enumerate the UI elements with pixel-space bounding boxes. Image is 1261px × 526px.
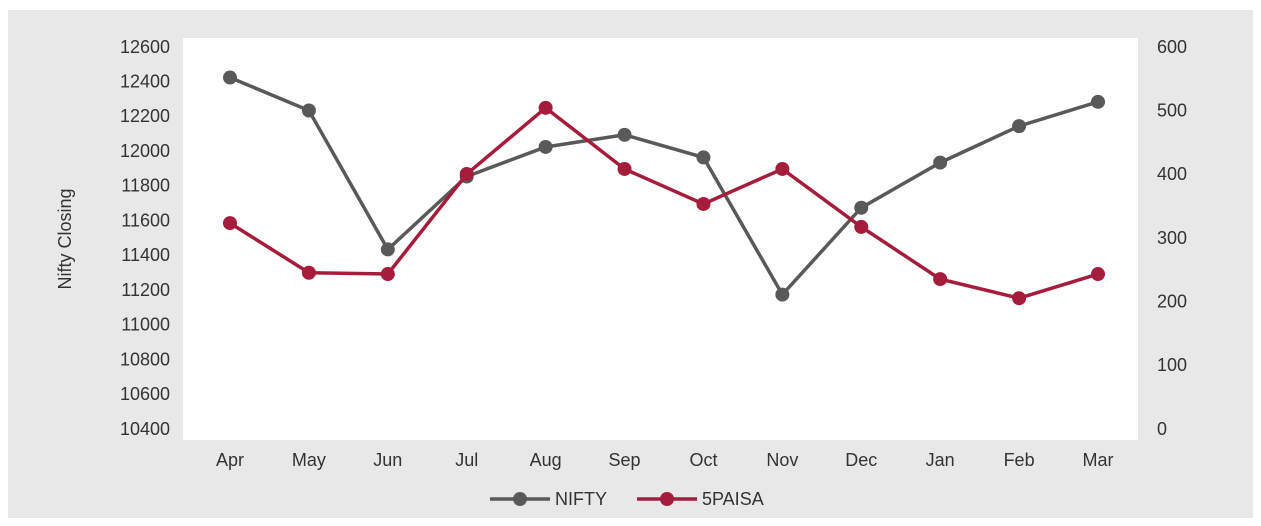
plot-area (183, 38, 1138, 440)
data-point (301, 265, 316, 280)
x-tick-label: Jul (455, 450, 478, 470)
data-point (1012, 291, 1027, 306)
y-tick-label: 12200 (120, 106, 170, 126)
x-tick-label: Feb (1004, 450, 1035, 470)
y2-tick-label: 200 (1157, 291, 1187, 311)
data-point (696, 150, 711, 165)
y-tick-label: 11000 (121, 315, 170, 335)
data-point (854, 200, 869, 215)
x-tick-label: May (292, 450, 326, 470)
x-tick-label: Jun (373, 450, 402, 470)
y2-tick-label: 300 (1157, 228, 1187, 248)
y-axis-label: Nifty Closing (55, 188, 75, 289)
legend-marker (513, 492, 527, 506)
x-tick-label: Sep (609, 450, 641, 470)
y2-tick-label: 500 (1157, 100, 1187, 120)
data-point (933, 272, 948, 287)
y2-tick-label: 0 (1157, 419, 1167, 439)
y-tick-label: 12600 (120, 37, 170, 57)
x-tick-label: Oct (689, 450, 717, 470)
data-point (1091, 267, 1105, 282)
data-point (617, 127, 632, 142)
y-tick-label: 11400 (121, 245, 170, 265)
data-point (617, 161, 632, 176)
x-tick-label: Nov (766, 450, 798, 470)
data-point (854, 219, 869, 234)
y-tick-label: 11600 (121, 210, 170, 230)
legend-label: NIFTY (555, 489, 607, 509)
data-point (459, 167, 474, 182)
y2-tick-label: 100 (1157, 355, 1187, 375)
x-tick-label: Dec (845, 450, 877, 470)
x-tick-label: Jan (926, 450, 955, 470)
y-tick-label: 12000 (120, 141, 170, 161)
data-point (1091, 94, 1105, 109)
data-point (538, 139, 553, 154)
data-point (775, 287, 790, 302)
series-line (229, 75, 1099, 298)
y-tick-label: 11800 (121, 176, 170, 196)
y-tick-label: 11200 (121, 280, 170, 300)
data-point (933, 155, 948, 170)
data-point (1012, 119, 1027, 134)
y-tick-label: 10600 (120, 384, 170, 404)
data-point (380, 267, 395, 282)
legend-label: 5PAISA (702, 489, 764, 509)
data-point (775, 161, 790, 176)
y2-tick-label: 400 (1157, 164, 1187, 184)
series-line (229, 105, 1099, 301)
y-tick-label: 12400 (120, 71, 170, 91)
data-point (223, 216, 237, 231)
data-point (538, 100, 553, 115)
x-tick-label: Apr (216, 450, 244, 470)
y-tick-label: 10800 (120, 349, 170, 369)
data-point (301, 103, 316, 118)
data-point (380, 242, 395, 257)
data-point (696, 196, 711, 211)
y2-tick-label: 600 (1157, 37, 1187, 57)
x-tick-label: Mar (1083, 450, 1114, 470)
legend-marker (660, 492, 674, 506)
x-tick-label: Aug (530, 450, 562, 470)
y-tick-label: 10400 (120, 419, 170, 439)
data-point (223, 70, 237, 85)
